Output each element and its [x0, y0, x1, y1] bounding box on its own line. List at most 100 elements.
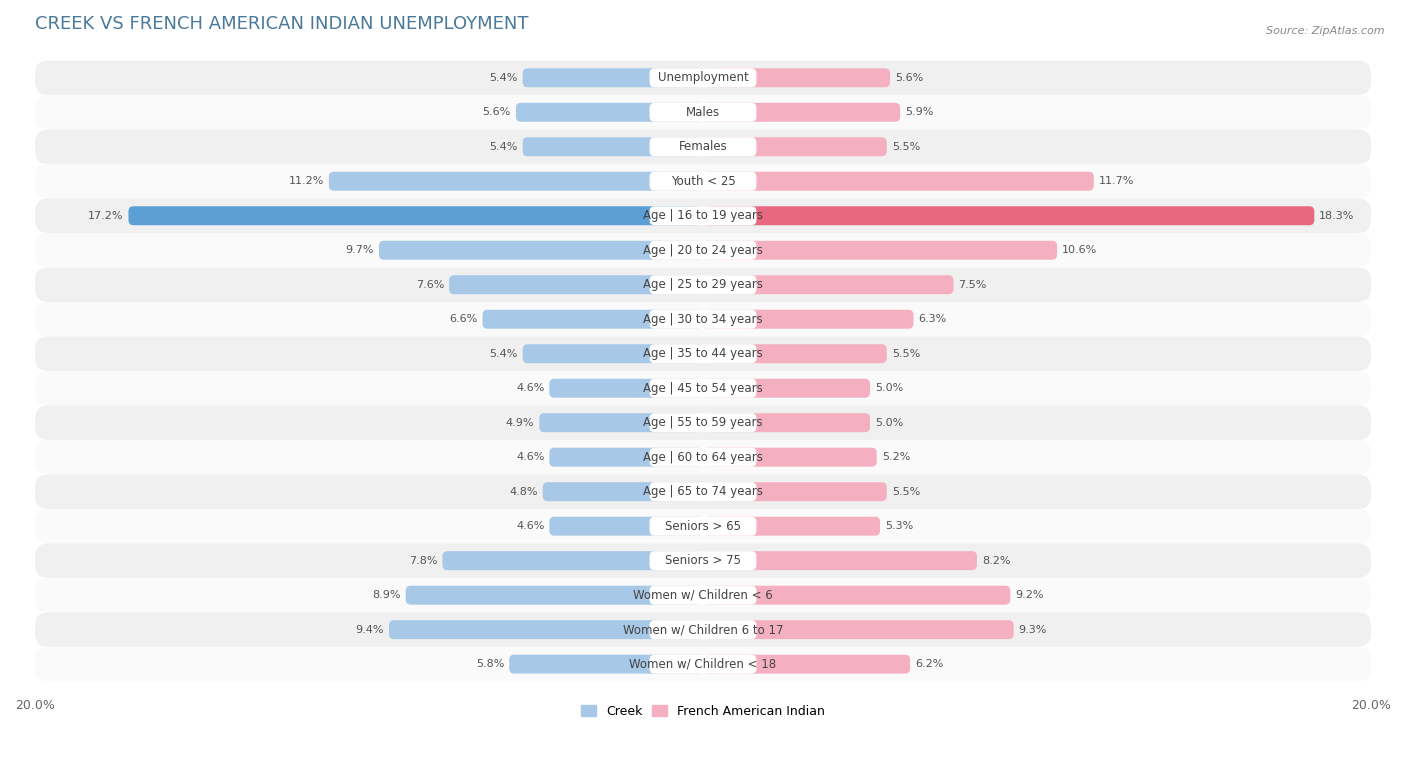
- Text: 5.4%: 5.4%: [489, 73, 517, 83]
- Text: CREEK VS FRENCH AMERICAN INDIAN UNEMPLOYMENT: CREEK VS FRENCH AMERICAN INDIAN UNEMPLOY…: [35, 15, 529, 33]
- Text: Age | 45 to 54 years: Age | 45 to 54 years: [643, 382, 763, 394]
- Text: 5.0%: 5.0%: [875, 383, 903, 393]
- FancyBboxPatch shape: [650, 68, 756, 87]
- Text: Age | 16 to 19 years: Age | 16 to 19 years: [643, 209, 763, 223]
- Text: 4.8%: 4.8%: [509, 487, 537, 497]
- FancyBboxPatch shape: [550, 517, 703, 536]
- FancyBboxPatch shape: [650, 206, 756, 226]
- FancyBboxPatch shape: [703, 482, 887, 501]
- FancyBboxPatch shape: [35, 371, 1371, 406]
- Text: 4.6%: 4.6%: [516, 452, 544, 463]
- FancyBboxPatch shape: [650, 551, 756, 570]
- FancyBboxPatch shape: [35, 475, 1371, 509]
- Text: 7.5%: 7.5%: [959, 280, 987, 290]
- FancyBboxPatch shape: [35, 198, 1371, 233]
- FancyBboxPatch shape: [550, 378, 703, 397]
- FancyBboxPatch shape: [35, 336, 1371, 371]
- Text: 7.8%: 7.8%: [409, 556, 437, 565]
- FancyBboxPatch shape: [703, 172, 1094, 191]
- Text: 11.2%: 11.2%: [288, 176, 323, 186]
- Text: 8.9%: 8.9%: [373, 590, 401, 600]
- FancyBboxPatch shape: [703, 206, 1315, 226]
- Text: 5.6%: 5.6%: [896, 73, 924, 83]
- Text: Age | 30 to 34 years: Age | 30 to 34 years: [643, 313, 763, 326]
- Text: Seniors > 65: Seniors > 65: [665, 520, 741, 533]
- Text: 5.5%: 5.5%: [891, 487, 920, 497]
- FancyBboxPatch shape: [509, 655, 703, 674]
- Text: 5.3%: 5.3%: [884, 521, 914, 531]
- FancyBboxPatch shape: [482, 310, 703, 329]
- Text: Age | 35 to 44 years: Age | 35 to 44 years: [643, 347, 763, 360]
- FancyBboxPatch shape: [650, 241, 756, 260]
- FancyBboxPatch shape: [523, 68, 703, 87]
- Text: 17.2%: 17.2%: [89, 210, 124, 221]
- FancyBboxPatch shape: [35, 544, 1371, 578]
- Text: Age | 25 to 29 years: Age | 25 to 29 years: [643, 279, 763, 291]
- FancyBboxPatch shape: [650, 310, 756, 329]
- FancyBboxPatch shape: [650, 447, 756, 466]
- Text: 5.9%: 5.9%: [905, 107, 934, 117]
- FancyBboxPatch shape: [35, 612, 1371, 647]
- FancyBboxPatch shape: [35, 406, 1371, 440]
- FancyBboxPatch shape: [650, 586, 756, 605]
- Text: 9.4%: 9.4%: [356, 625, 384, 634]
- FancyBboxPatch shape: [35, 267, 1371, 302]
- FancyBboxPatch shape: [35, 302, 1371, 336]
- FancyBboxPatch shape: [703, 344, 887, 363]
- FancyBboxPatch shape: [523, 137, 703, 156]
- FancyBboxPatch shape: [703, 620, 1014, 639]
- FancyBboxPatch shape: [703, 241, 1057, 260]
- FancyBboxPatch shape: [703, 276, 953, 294]
- Text: 11.7%: 11.7%: [1099, 176, 1135, 186]
- FancyBboxPatch shape: [703, 447, 877, 466]
- Text: 9.2%: 9.2%: [1015, 590, 1043, 600]
- FancyBboxPatch shape: [650, 344, 756, 363]
- Text: Unemployment: Unemployment: [658, 71, 748, 84]
- FancyBboxPatch shape: [449, 276, 703, 294]
- FancyBboxPatch shape: [406, 586, 703, 605]
- Text: 10.6%: 10.6%: [1062, 245, 1097, 255]
- Legend: Creek, French American Indian: Creek, French American Indian: [576, 699, 830, 723]
- Text: 4.6%: 4.6%: [516, 383, 544, 393]
- Text: 9.3%: 9.3%: [1019, 625, 1047, 634]
- FancyBboxPatch shape: [650, 103, 756, 122]
- Text: 5.6%: 5.6%: [482, 107, 510, 117]
- FancyBboxPatch shape: [35, 129, 1371, 164]
- FancyBboxPatch shape: [703, 655, 910, 674]
- FancyBboxPatch shape: [650, 378, 756, 397]
- FancyBboxPatch shape: [35, 647, 1371, 681]
- Text: 4.9%: 4.9%: [506, 418, 534, 428]
- FancyBboxPatch shape: [35, 509, 1371, 544]
- FancyBboxPatch shape: [703, 378, 870, 397]
- FancyBboxPatch shape: [703, 103, 900, 122]
- FancyBboxPatch shape: [516, 103, 703, 122]
- FancyBboxPatch shape: [35, 164, 1371, 198]
- Text: Source: ZipAtlas.com: Source: ZipAtlas.com: [1267, 26, 1385, 36]
- Text: Women w/ Children 6 to 17: Women w/ Children 6 to 17: [623, 623, 783, 636]
- FancyBboxPatch shape: [650, 137, 756, 156]
- FancyBboxPatch shape: [550, 447, 703, 466]
- Text: Age | 55 to 59 years: Age | 55 to 59 years: [643, 416, 763, 429]
- FancyBboxPatch shape: [650, 172, 756, 191]
- FancyBboxPatch shape: [389, 620, 703, 639]
- FancyBboxPatch shape: [443, 551, 703, 570]
- Text: 5.8%: 5.8%: [475, 659, 505, 669]
- Text: Youth < 25: Youth < 25: [671, 175, 735, 188]
- FancyBboxPatch shape: [540, 413, 703, 432]
- Text: 9.7%: 9.7%: [346, 245, 374, 255]
- Text: Women w/ Children < 18: Women w/ Children < 18: [630, 658, 776, 671]
- FancyBboxPatch shape: [703, 517, 880, 536]
- FancyBboxPatch shape: [703, 413, 870, 432]
- Text: 5.4%: 5.4%: [489, 142, 517, 151]
- FancyBboxPatch shape: [650, 482, 756, 501]
- Text: 7.6%: 7.6%: [416, 280, 444, 290]
- FancyBboxPatch shape: [35, 440, 1371, 475]
- Text: 5.5%: 5.5%: [891, 349, 920, 359]
- Text: Age | 60 to 64 years: Age | 60 to 64 years: [643, 450, 763, 464]
- FancyBboxPatch shape: [380, 241, 703, 260]
- Text: 5.0%: 5.0%: [875, 418, 903, 428]
- FancyBboxPatch shape: [35, 233, 1371, 267]
- FancyBboxPatch shape: [703, 551, 977, 570]
- FancyBboxPatch shape: [650, 276, 756, 294]
- Text: 8.2%: 8.2%: [981, 556, 1011, 565]
